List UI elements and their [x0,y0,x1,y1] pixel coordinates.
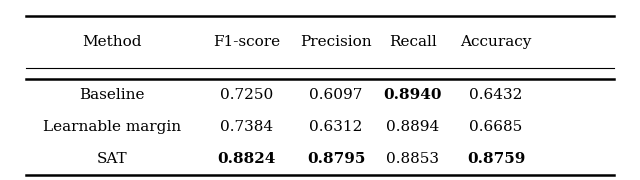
Text: 0.8824: 0.8824 [217,152,276,166]
Text: 0.6097: 0.6097 [309,88,363,102]
Text: SAT: SAT [97,152,127,166]
Text: Accuracy: Accuracy [460,35,532,49]
Text: 0.7250: 0.7250 [220,88,273,102]
Text: Method: Method [83,35,141,49]
Text: 0.7384: 0.7384 [220,120,273,134]
Text: 0.8795: 0.8795 [307,152,365,166]
Text: 0.6432: 0.6432 [469,88,523,102]
Text: 0.6685: 0.6685 [469,120,523,134]
Text: Precision: Precision [300,35,372,49]
Text: 0.6312: 0.6312 [309,120,363,134]
Text: Learnable margin: Learnable margin [43,120,181,134]
Text: Recall: Recall [389,35,436,49]
Text: 0.8940: 0.8940 [383,88,442,102]
Text: 0.8853: 0.8853 [387,152,439,166]
Text: 0.8759: 0.8759 [467,152,525,166]
Text: Baseline: Baseline [79,88,145,102]
Text: 0.8894: 0.8894 [386,120,440,134]
Text: F1-score: F1-score [213,35,280,49]
